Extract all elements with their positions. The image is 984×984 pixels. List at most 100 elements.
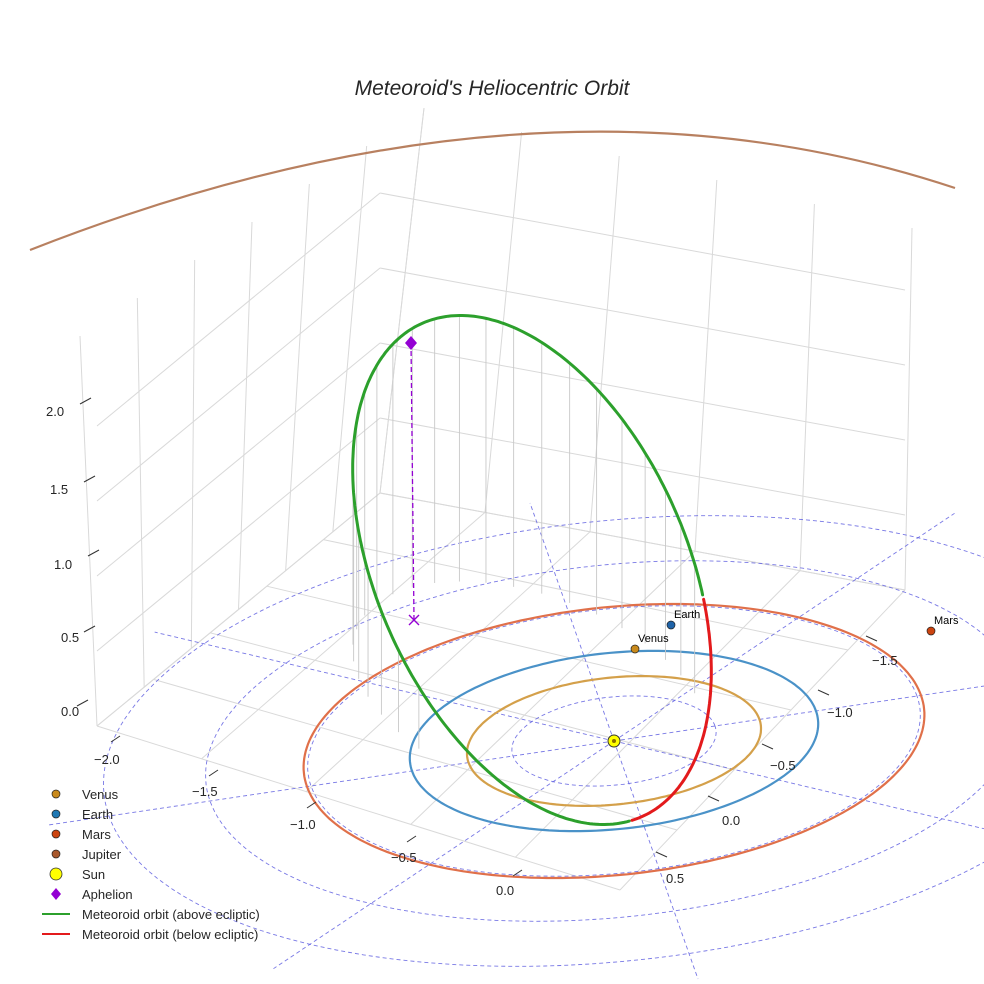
ecliptic-ring — [511, 695, 717, 787]
z-tick-label: 0.0 — [61, 704, 79, 719]
mars-orbit — [302, 602, 926, 880]
legend-label: Meteoroid orbit (above ecliptic) — [82, 907, 260, 922]
z-tick-mark — [79, 397, 92, 405]
ecliptic-radial — [48, 740, 615, 826]
z-tick-label: 1.0 — [54, 557, 72, 572]
y-tick-label: 0.5 — [666, 871, 684, 886]
venus-marker — [630, 644, 640, 654]
aphelion-projection-cross — [408, 614, 420, 626]
y-tick-mark — [865, 635, 878, 642]
z-tick-label: 2.0 — [46, 404, 64, 419]
ecliptic-ring — [103, 515, 984, 967]
x-tick-label: −2.0 — [94, 752, 120, 767]
y-tick-mark — [707, 795, 720, 802]
grid-line — [210, 632, 735, 771]
legend: Venus Earth Mars Jupiter Sun Aphelion Meteoroi… — [42, 787, 260, 942]
earth-label: Earth — [674, 609, 700, 621]
x-tick-label: −1.5 — [192, 784, 218, 799]
grid-line — [201, 512, 486, 760]
z-tick-label: 1.5 — [50, 482, 68, 497]
grid-line — [323, 539, 849, 651]
ecliptic-radial — [613, 512, 955, 742]
ecliptic-radial — [613, 740, 984, 830]
axis-ticks: 0.0 0.5 1.0 1.5 2.0 −2.0 −1.5 −1.0 −0.5 … — [46, 397, 898, 898]
grid-line — [96, 417, 381, 652]
z-tick-mark — [83, 625, 96, 633]
grid-line — [266, 585, 792, 711]
x-tick-mark — [110, 735, 121, 743]
grid-line — [96, 725, 621, 891]
grid-line — [379, 107, 425, 494]
grid-line — [379, 192, 906, 291]
x-tick-label: −1.0 — [290, 817, 316, 832]
mars-marker — [926, 626, 936, 636]
meteoroid-orbit-above — [351, 314, 705, 826]
legend-marker — [51, 789, 61, 799]
legend-marker — [51, 829, 61, 839]
grid-line — [379, 267, 906, 366]
z-tick-mark — [76, 699, 89, 707]
y-tick-label: −0.5 — [770, 758, 796, 773]
grid-line — [96, 342, 381, 577]
grid-line — [379, 417, 906, 516]
ecliptic-radial — [529, 502, 615, 742]
legend-label: Meteoroid orbit (below ecliptic) — [82, 927, 258, 942]
venus-label: Venus — [638, 633, 669, 645]
grid-line — [136, 297, 145, 688]
x-tick-mark — [208, 769, 219, 777]
grid-line — [238, 221, 253, 610]
chart-title: Meteoroid's Heliocentric Orbit — [355, 77, 631, 100]
grid-line — [190, 259, 196, 649]
jupiter-orbit-arc — [29, 130, 956, 252]
x-tick-mark — [306, 801, 317, 809]
meteoroid-orbit — [351, 314, 713, 826]
grid-line — [305, 531, 591, 792]
grid-line — [79, 335, 98, 727]
ecliptic-radial — [613, 740, 699, 980]
y-tick-label: −1.0 — [827, 705, 853, 720]
ecliptic-radial — [613, 685, 984, 742]
z-tick-mark — [83, 475, 96, 483]
ecliptic-ring — [307, 605, 921, 877]
grid-line — [332, 145, 368, 532]
ecliptic-radial — [273, 740, 615, 970]
legend-marker — [49, 867, 63, 881]
sun-core — [612, 739, 616, 743]
mars-label: Mars — [934, 615, 959, 627]
y-tick-label: −1.5 — [872, 653, 898, 668]
y-tick-label: 0.0 — [722, 813, 740, 828]
grid-line — [96, 192, 381, 427]
venus-orbit — [465, 675, 763, 807]
grid-line — [153, 678, 678, 831]
grid-line — [285, 183, 310, 571]
grid-line — [515, 570, 801, 858]
z-tick-label: 0.5 — [61, 630, 79, 645]
ecliptic-ring — [205, 560, 984, 922]
grid-line — [589, 155, 620, 532]
ecliptic-grid — [48, 502, 984, 980]
x-tick-label: −0.5 — [391, 850, 417, 865]
legend-marker — [51, 809, 61, 819]
earth-marker — [666, 620, 676, 630]
earth-orbit — [408, 649, 820, 833]
aphelion-marker — [405, 336, 417, 350]
ecliptic-radial — [154, 631, 615, 742]
aphelion-drop-line — [410, 342, 415, 621]
grid-line — [96, 267, 381, 502]
x-tick-label: 0.0 — [496, 883, 514, 898]
legend-label: Sun — [82, 867, 105, 882]
grid-line — [694, 179, 718, 552]
grid-line — [799, 203, 815, 571]
y-tick-mark — [817, 689, 830, 696]
grid-line — [379, 342, 906, 441]
grid-line — [619, 589, 906, 891]
x-tick-mark — [406, 835, 417, 843]
grid-line — [96, 492, 381, 727]
legend-label: Aphelion — [82, 887, 133, 902]
grid-line — [379, 492, 906, 591]
y-tick-mark — [655, 851, 668, 858]
jupiter-orbit-layer — [29, 130, 956, 252]
meteoroid-drop-lines — [352, 315, 696, 749]
